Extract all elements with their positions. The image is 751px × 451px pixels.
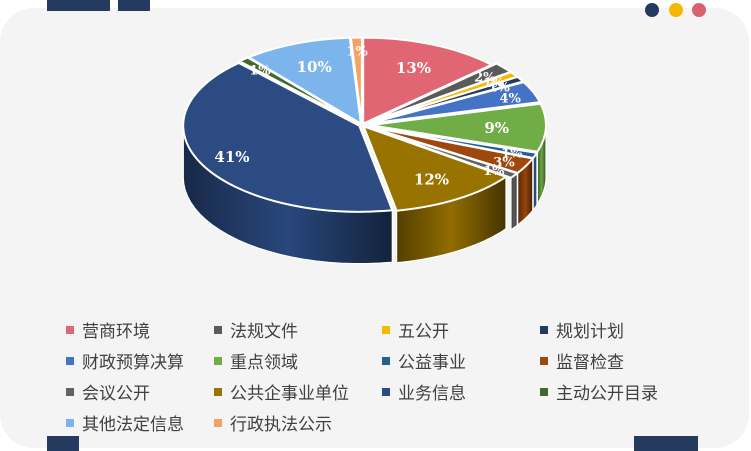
- legend-swatch: [66, 356, 74, 365]
- legend-item: 主动公开目录: [540, 376, 700, 407]
- legend-swatch: [382, 325, 390, 334]
- legend-label: 规划计划: [556, 322, 624, 342]
- legend-swatch: [540, 325, 548, 334]
- legend-swatch: [66, 387, 74, 396]
- pie-label-3: 1%: [488, 80, 510, 95]
- pie-slice-13: [349, 36, 363, 124]
- legend-label: 营商环境: [82, 322, 150, 342]
- pie-slice-0: [362, 36, 494, 126]
- window-dot-yellow: [669, 3, 683, 17]
- pie-label-9: 12%: [414, 171, 449, 189]
- pie-slice-12: [246, 36, 363, 126]
- pie-label-12: 10%: [297, 58, 332, 76]
- pie-label-6: 1%: [501, 146, 523, 161]
- legend-item: 重点领域: [214, 345, 382, 376]
- pie-side-6: [532, 152, 538, 211]
- legend-item: 公益事业: [382, 345, 540, 376]
- bottom-left-tab: [47, 436, 79, 451]
- top-left-tab: [47, 0, 110, 11]
- pie-side-8: [510, 171, 518, 231]
- legend-swatch: [382, 387, 390, 396]
- legend-label: 行政执法公示: [230, 415, 332, 435]
- legend-swatch: [214, 387, 222, 396]
- legend-label: 会议公开: [82, 384, 150, 404]
- pie-label-8: 1%: [483, 164, 505, 179]
- legend-item: 监督检查: [540, 345, 700, 376]
- pie-label-10: 41%: [214, 148, 249, 166]
- legend-item: 公共企事业单位: [214, 376, 382, 407]
- pie-label-2: 1%: [483, 76, 505, 91]
- legend-item: 法规文件: [214, 314, 382, 345]
- legend-label: 主动公开目录: [556, 384, 658, 404]
- legend-label: 公共企事业单位: [230, 384, 349, 404]
- legend-label: 监督检查: [556, 353, 624, 373]
- window-dot-red: [692, 3, 706, 17]
- pie-slice-9: [361, 124, 509, 212]
- pie-slice-8: [368, 126, 520, 179]
- pie-label-1: 2%: [474, 70, 496, 85]
- legend-item: 其他法定信息: [66, 407, 214, 438]
- legend-label: 业务信息: [398, 384, 466, 404]
- legend-label: 财政预算决算: [82, 353, 184, 373]
- legend-item: 营商环境: [66, 314, 214, 345]
- pie-slice-5: [369, 102, 547, 153]
- pie-label-0: 13%: [396, 59, 431, 77]
- legend-item: 五公开: [382, 314, 540, 345]
- pie-slice-10: [182, 61, 394, 213]
- legend-item: 行政执法公示: [214, 407, 382, 438]
- legend-swatch: [214, 418, 222, 427]
- legend-swatch: [66, 418, 74, 427]
- legend-swatch: [66, 325, 74, 334]
- chart-legend: 营商环境 法规文件 五公开 规划计划财政预算决算 重点领域 公益事业 监督检查会议公开 公共企…: [66, 314, 700, 438]
- top-left-tab-small: [118, 0, 150, 11]
- pie-label-5: 9%: [484, 119, 509, 137]
- legend-swatch: [540, 356, 548, 365]
- pie-label-4: 4%: [499, 91, 521, 106]
- legend-item: 规划计划: [540, 314, 700, 345]
- legend-item: 业务信息: [382, 376, 540, 407]
- pie-label-7: 3%: [493, 155, 515, 170]
- legend-item: 会议公开: [66, 376, 214, 407]
- pie-slice-4: [369, 80, 542, 125]
- legend-swatch: [214, 356, 222, 365]
- legend-label: 重点领域: [230, 353, 298, 373]
- window-dot-navy: [645, 3, 659, 17]
- pie-label-11: 1%: [249, 63, 271, 78]
- legend-label: 公益事业: [398, 353, 466, 373]
- legend-label: 五公开: [398, 322, 449, 342]
- legend-swatch: [540, 387, 548, 396]
- legend-swatch: [214, 325, 222, 334]
- legend-label: 法规文件: [230, 322, 298, 342]
- legend-swatch: [382, 356, 390, 365]
- bottom-right-tab: [634, 436, 698, 451]
- pie-label-13: 1%: [346, 45, 368, 60]
- legend-label: 其他法定信息: [82, 415, 184, 435]
- legend-item: 财政预算决算: [66, 345, 214, 376]
